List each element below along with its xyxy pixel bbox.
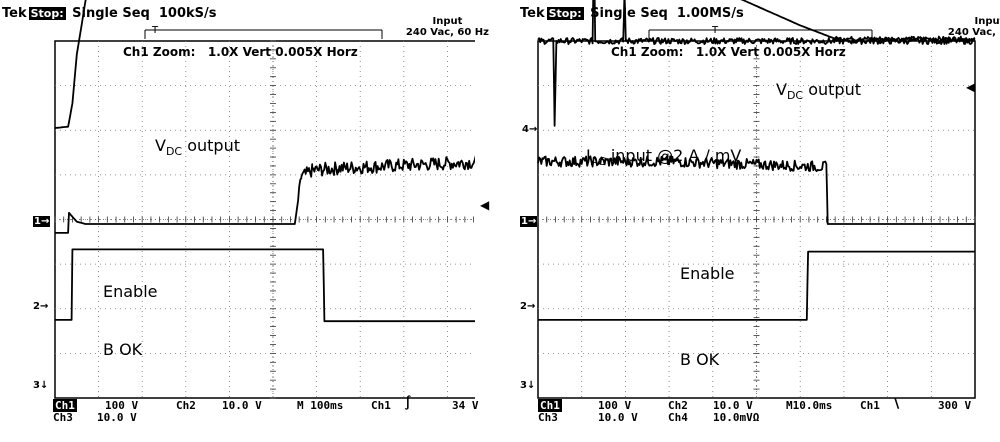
footer-ch3: Ch3: [53, 411, 73, 424]
zoom-value: 1.0X Vert 0.005X Horz: [207, 45, 358, 59]
bok-trace: [55, 248, 475, 323]
stop-badge: Stop:: [28, 7, 66, 20]
scope-plot: T: [537, 0, 976, 399]
zoom-label: Ch1 Zoom:: [123, 45, 196, 59]
zoom-info: Ch1 Zoom: 1.0X Vert 0.005X Horz: [123, 45, 358, 59]
bok-label: B OK: [680, 350, 720, 369]
footer-ch4: Ch4: [668, 411, 688, 424]
ch3-marker: 3↓: [520, 380, 536, 391]
scope-header: Tek Stop: Single Seq 1.00MS/s: [520, 6, 744, 21]
ch3-marker: 3↓: [33, 380, 49, 391]
trigger-marker: T: [711, 25, 719, 36]
zoom-info: Ch1 Zoom: 1.0X Vert 0.005X Horz: [611, 45, 846, 59]
scope-left: Tek Stop: Single Seq 100kS/s Input 240 Va…: [0, 0, 489, 442]
iac-input-trace: [537, 0, 976, 127]
enable-label: Enable: [103, 282, 158, 301]
input-value: 240 Vac, 60 Hz: [947, 27, 1000, 38]
ch2-marker: 2→: [520, 301, 536, 312]
footer-ch3: Ch3: [538, 411, 558, 424]
falling-edge-icon: ∖: [892, 397, 901, 412]
footer-ch3-scale: 10.0 V: [97, 411, 137, 424]
footer-ch2-scale: 10.0 V: [222, 399, 262, 412]
graticule-grid: [54, 40, 475, 399]
ch4-marker: 4→: [522, 124, 538, 135]
footer-ch2-scale: 10.0 V: [713, 399, 753, 412]
footer-ch1: Ch1: [53, 399, 77, 412]
zoom-value: 1.0X Vert 0.005X Horz: [695, 45, 846, 59]
mode-label: Single Seq: [590, 6, 668, 21]
scope-header: Tek Stop: Single Seq 100kS/s: [2, 6, 217, 21]
rate-label: 100kS/s: [158, 6, 217, 21]
zoom-label: Ch1 Zoom:: [611, 45, 684, 59]
footer-ch4-scale: 10.0mVΩ: [713, 411, 760, 424]
brand-label: Tek: [520, 6, 545, 21]
footer-ch1: Ch1: [538, 399, 562, 412]
footer-trigger-source: Ch1: [860, 399, 880, 412]
footer-timebase: M10.0ms: [786, 399, 833, 412]
vdc-output-trace: [740, 0, 976, 42]
ch1-marker: 1→: [520, 216, 538, 227]
footer-trigger-source: Ch1: [371, 399, 391, 412]
vdc-output-label: VDC output: [776, 80, 861, 103]
vdc-output-trace: [54, 0, 87, 129]
bok-trace: [538, 250, 975, 321]
stop-badge: Stop:: [546, 7, 584, 20]
bok-label: B OK: [103, 340, 143, 359]
footer-ch2: Ch2: [668, 399, 688, 412]
input-value: 240 Vac, 60 Hz: [405, 27, 489, 38]
footer-timebase: M 100ms: [297, 399, 344, 412]
graticule-grid: [537, 40, 976, 399]
enable-label: Enable: [680, 264, 735, 283]
traces: [54, 0, 475, 323]
rising-edge-icon: ∫: [404, 396, 412, 411]
footer-trigger-level: 300 V: [938, 399, 972, 412]
input-label: Input: [432, 16, 463, 27]
footer-ch1-scale: 100 V: [105, 399, 139, 412]
enable-trace: [537, 155, 975, 225]
footer-trigger-level: 34 V: [452, 399, 479, 412]
trigger-level-arrow: ◀: [480, 198, 490, 212]
scope-plot: T: [54, 0, 475, 399]
trigger-level-arrow: ◀: [966, 80, 976, 94]
input-spec: Input 240 Vac, 60 Hz: [406, 16, 489, 38]
input-spec: Input 240 Vac, 60 Hz: [948, 16, 1000, 38]
footer-ch3-scale: 10.0 V: [598, 411, 638, 424]
mode-label: Single Seq: [72, 6, 150, 21]
vdc-output-label: VDC output: [155, 136, 240, 159]
rate-label: 1.00MS/s: [676, 6, 744, 21]
input-label: Input: [974, 16, 1000, 27]
enable-trace: [55, 155, 475, 234]
brand-label: Tek: [2, 6, 27, 21]
footer-ch1-scale: 100 V: [598, 399, 632, 412]
footer-ch2: Ch2: [176, 399, 196, 412]
ch1-marker: 1→: [33, 216, 51, 227]
ch2-marker: 2→: [33, 301, 49, 312]
trigger-marker: T: [151, 25, 159, 36]
trigger-bracket: [144, 29, 383, 39]
iac-input-label: IAC input @2 A / mV: [586, 146, 742, 169]
traces: [537, 0, 976, 321]
